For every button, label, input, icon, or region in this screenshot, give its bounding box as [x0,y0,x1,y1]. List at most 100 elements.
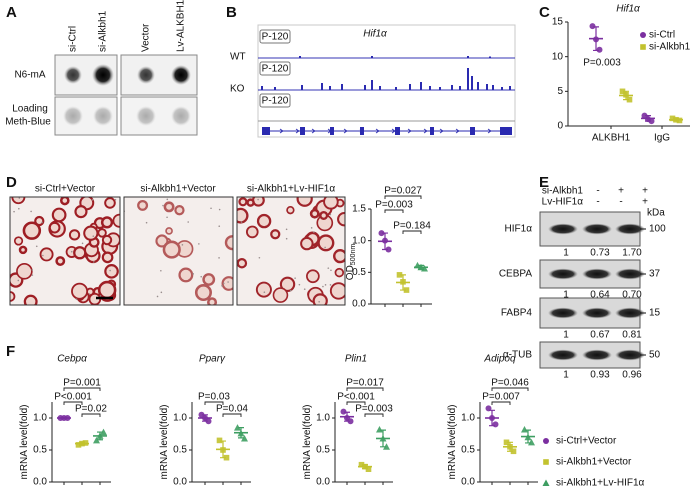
speckle [298,283,301,286]
speckle [310,227,313,229]
y-axis-label-main: OD [345,265,356,280]
significance-bracket [81,413,101,417]
row-label: Loading [12,104,48,115]
data-point [362,463,368,470]
strand-arrow [423,128,428,134]
chart-title: Plin1 [345,354,367,365]
significance-bracket [384,195,422,199]
speckle [162,204,164,207]
sample-label: WT [230,52,246,63]
speckle [263,291,266,294]
speckle [285,237,288,240]
band-quantification: 1 [563,290,569,301]
blot-band [582,307,612,319]
y-tick-label: 15 [552,17,564,28]
cells [237,197,345,305]
data-point [79,440,85,447]
legend-label: si-Ctrl [649,30,675,41]
y-tick-label: 0.0 [33,477,47,488]
band-quantification: 1 [563,330,569,341]
lipid-cell [73,246,87,260]
band-quantification: 1 [563,370,569,381]
data-point [205,418,212,425]
strand-arrow [279,128,284,134]
speckle [324,246,326,249]
exon [470,127,475,135]
blot-band [582,349,612,361]
data-point [96,432,104,439]
speckle [294,277,296,279]
lipid-cell [34,215,45,227]
lipid-cell [104,197,116,209]
data-point [589,23,596,30]
lipid-cell [101,251,114,264]
data-point [403,287,410,293]
p-value: P<0.001 [337,392,375,403]
band-name: α-TUB [503,350,532,361]
speckle [156,295,159,298]
speckle [75,298,78,300]
band-quantification: 0.81 [622,330,642,341]
lipid-cell [224,235,233,251]
speckle [166,216,168,219]
exon [360,127,364,135]
strand-arrow [391,128,396,134]
lipid-cell [279,276,296,292]
significance-bracket [491,401,511,405]
blot-dot [171,106,191,126]
speckle [240,221,243,223]
speckle [88,293,91,295]
lipid-cell [13,236,24,246]
speckle [330,269,332,272]
lipid-cell [39,247,54,262]
legend-label: si-Alkbh1+Lv-HIF1α [556,478,645,489]
lipid-cell [286,205,295,215]
y-tick-label: 0.5 [352,267,366,278]
band-quantification: 0.67 [590,330,610,341]
scale-box [259,61,291,76]
data-point [503,439,510,446]
speckle [160,269,162,272]
lipid-cell [317,234,335,252]
condition-sign: + [618,186,624,197]
lipid-cell [155,234,169,248]
lipid-cell [245,225,259,239]
strand-arrow [487,128,492,134]
gene-name: Hif1α [363,29,387,40]
speckle [210,207,212,210]
p-value: P=0.001 [63,378,101,389]
legend-marker [543,459,549,465]
y-tick-label: 0.0 [352,299,366,310]
data-point [234,424,241,431]
lipid-cell [178,267,194,283]
condition-label: si-Alkbh1 [542,186,584,197]
data-point [241,434,248,442]
speckle [218,257,220,259]
band-quantification: 0.73 [590,248,610,259]
annotation: P=0.003 [583,58,621,69]
data-point [216,437,223,444]
band-quantification: 0.70 [622,290,642,301]
strand-arrow [359,128,364,134]
lipid-cell [101,234,113,246]
p-value: P=0.046 [491,378,529,389]
speckle [222,282,225,285]
speckle [318,300,320,303]
cells [124,198,233,305]
lipid-cell [272,287,289,303]
lipid-cell [202,273,216,286]
y-tick-label: 1.0 [352,235,366,246]
strand-arrow [295,128,300,134]
data-point [376,426,383,433]
speckle [221,284,223,287]
image-frame [123,196,234,306]
speckle [31,274,34,276]
speckle [198,243,200,245]
lipid-cell [334,267,345,278]
legend-marker [640,32,646,38]
legend-marker [640,44,646,50]
condition-sign: - [596,186,599,197]
image-frame [236,196,346,306]
y-axis-label: mRNA level(fold) [159,404,170,479]
